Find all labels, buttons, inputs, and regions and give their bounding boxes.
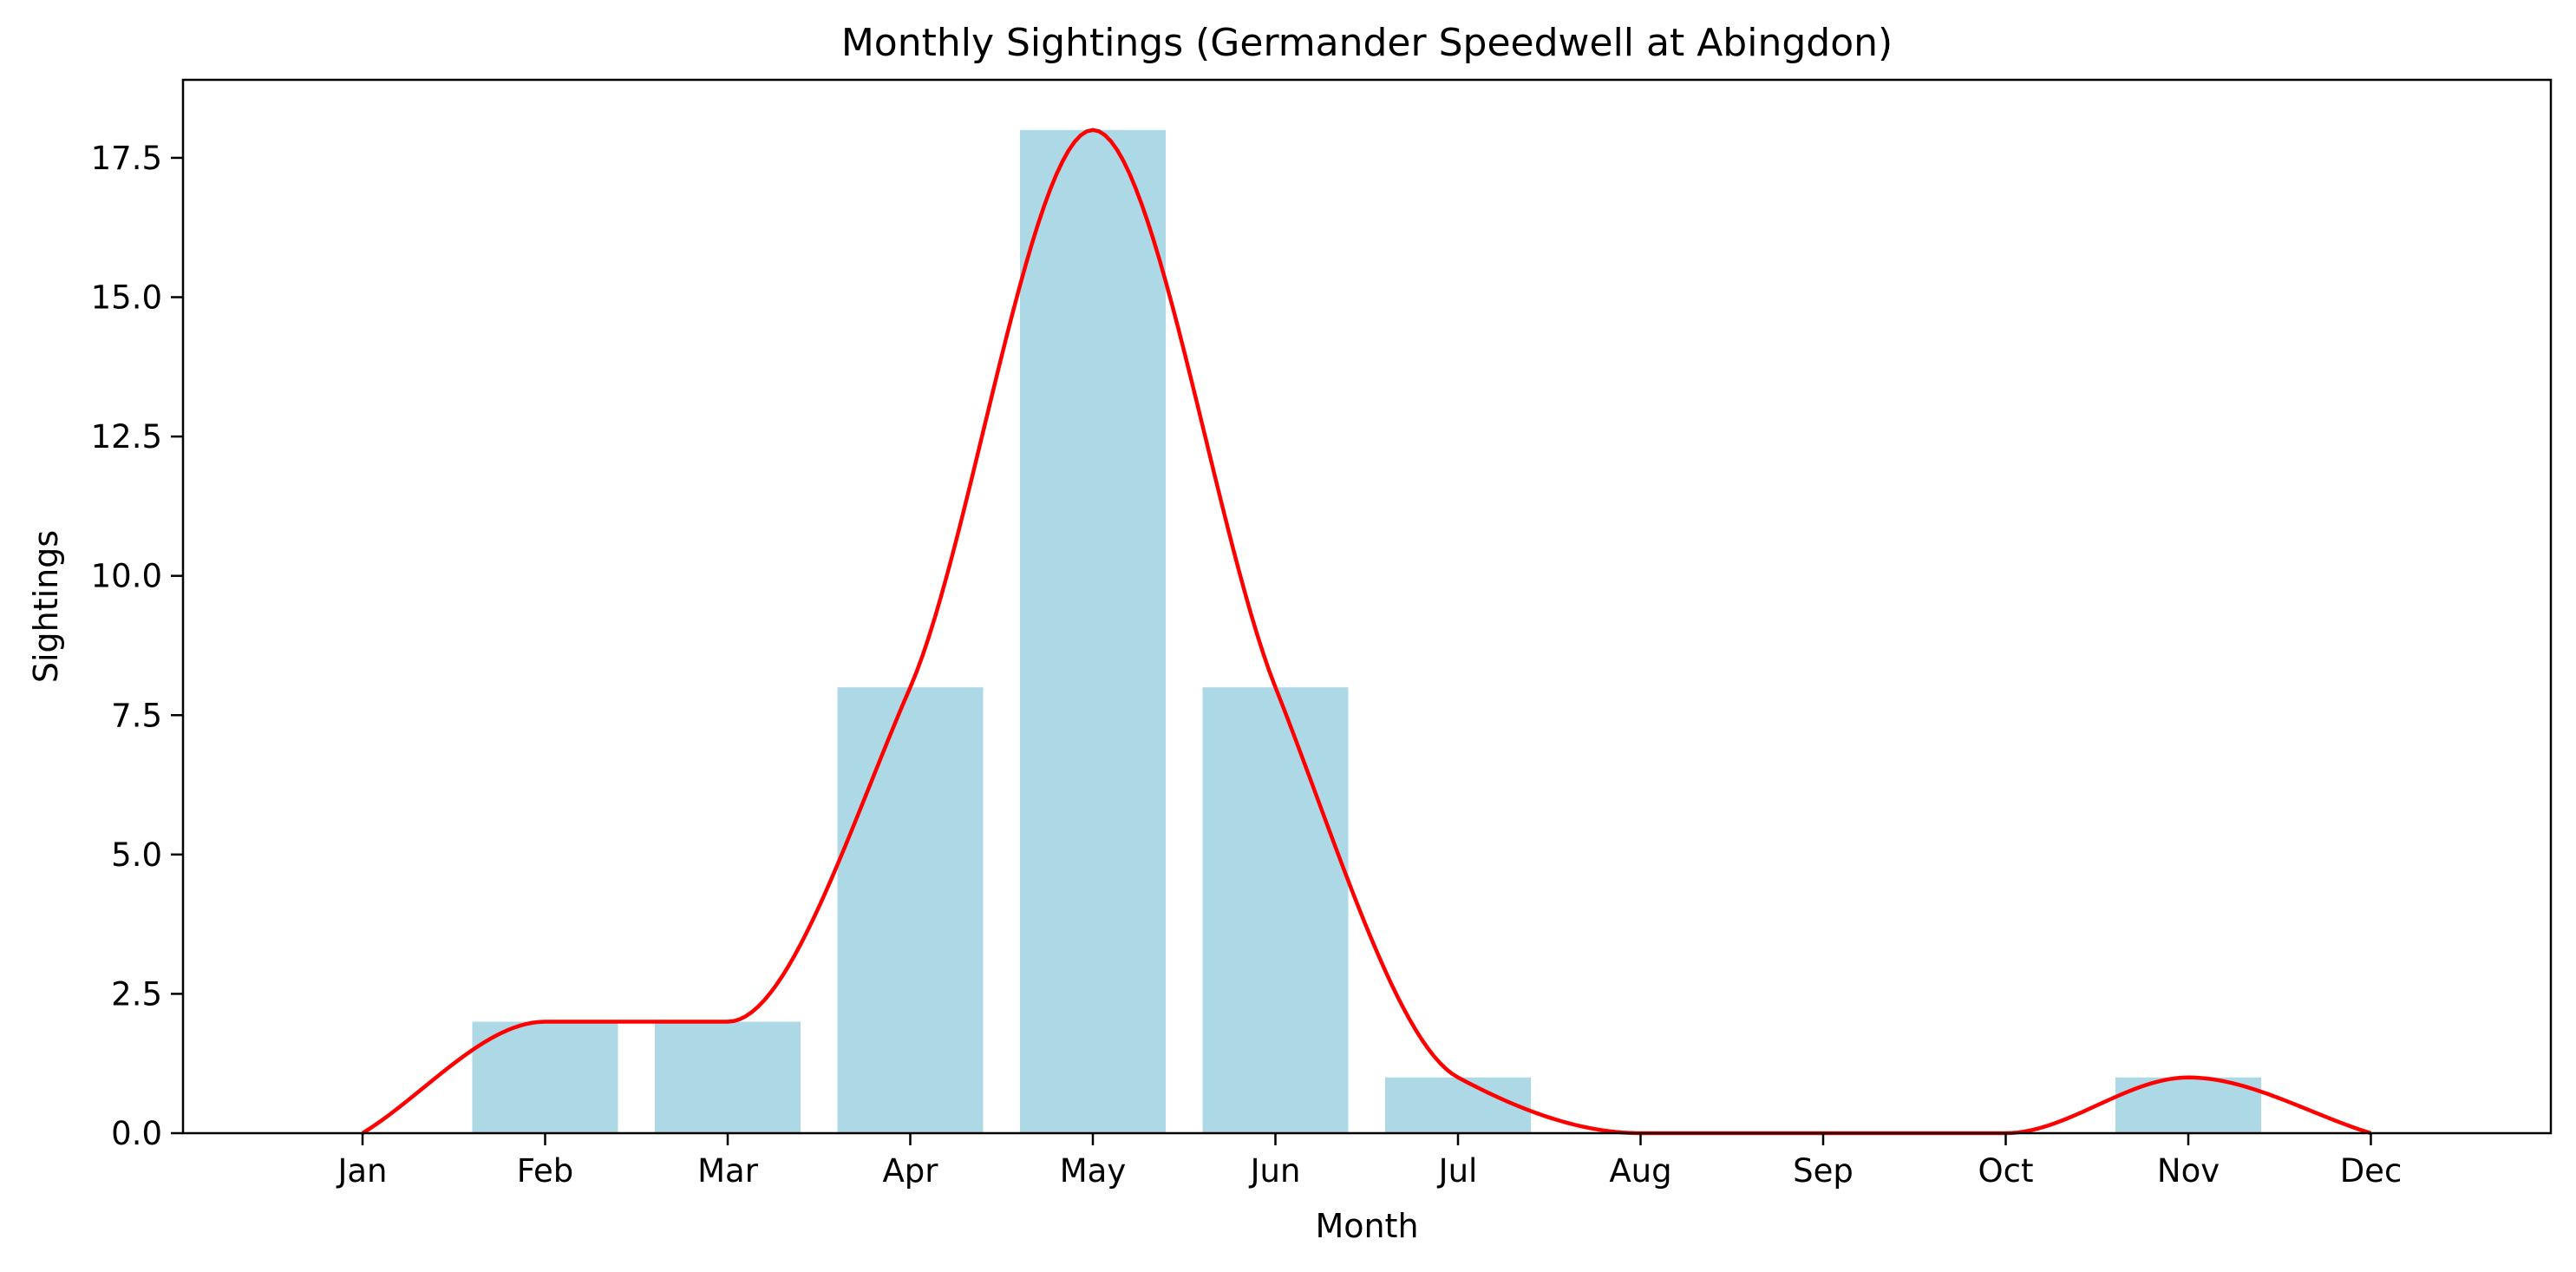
y-tick-label-2: 5.0 — [111, 836, 162, 874]
y-tick-label-5: 12.5 — [91, 418, 162, 456]
y-tick-label-1: 2.5 — [111, 975, 162, 1013]
x-tick-label-apr: Apr — [882, 1152, 938, 1190]
y-tick-label-0: 0.0 — [111, 1115, 162, 1152]
x-tick-label-mar: Mar — [697, 1152, 759, 1190]
y-tick-label-6: 15.0 — [91, 279, 162, 317]
bar-jun — [1202, 687, 1349, 1133]
x-tick-label-aug: Aug — [1609, 1152, 1671, 1190]
bar-jul — [1385, 1077, 1531, 1133]
x-tick-label-nov: Nov — [2157, 1152, 2220, 1190]
bar-mar — [655, 1021, 801, 1133]
x-axis: Jan Feb Mar Apr May Jun Jul Aug Sep Oct Nov Dec — [336, 1133, 2402, 1190]
chart-title: Monthly Sightings (Germander Speedwell a… — [841, 21, 1893, 65]
bar-feb — [472, 1021, 618, 1133]
x-tick-label-jul: Jul — [1437, 1152, 1478, 1190]
bars-layer — [472, 129, 2261, 1133]
x-tick-label-dec: Dec — [2340, 1152, 2403, 1190]
bar-apr — [837, 687, 984, 1133]
x-tick-label-sep: Sep — [1793, 1152, 1854, 1190]
y-axis-label: Sightings — [27, 530, 65, 683]
y-tick-label-7: 17.5 — [91, 140, 162, 177]
y-tick-label-3: 7.5 — [111, 697, 162, 734]
x-tick-label-jun: Jun — [1249, 1152, 1301, 1190]
x-axis-label: Month — [1315, 1207, 1418, 1245]
y-axis: 0.0 2.5 5.0 7.5 10.0 12.5 15.0 17.5 — [91, 140, 183, 1152]
trend-curve — [361, 128, 2372, 1136]
plot-frame — [181, 78, 2553, 1135]
bar-may — [1020, 129, 1166, 1133]
x-tick-label-feb: Feb — [517, 1152, 574, 1190]
x-tick-label-oct: Oct — [1978, 1152, 2034, 1190]
x-tick-label-jan: Jan — [336, 1152, 387, 1190]
x-tick-label-may: May — [1060, 1152, 1127, 1190]
y-tick-label-4: 10.0 — [91, 558, 162, 595]
trend-curve-layer — [361, 128, 2372, 1136]
